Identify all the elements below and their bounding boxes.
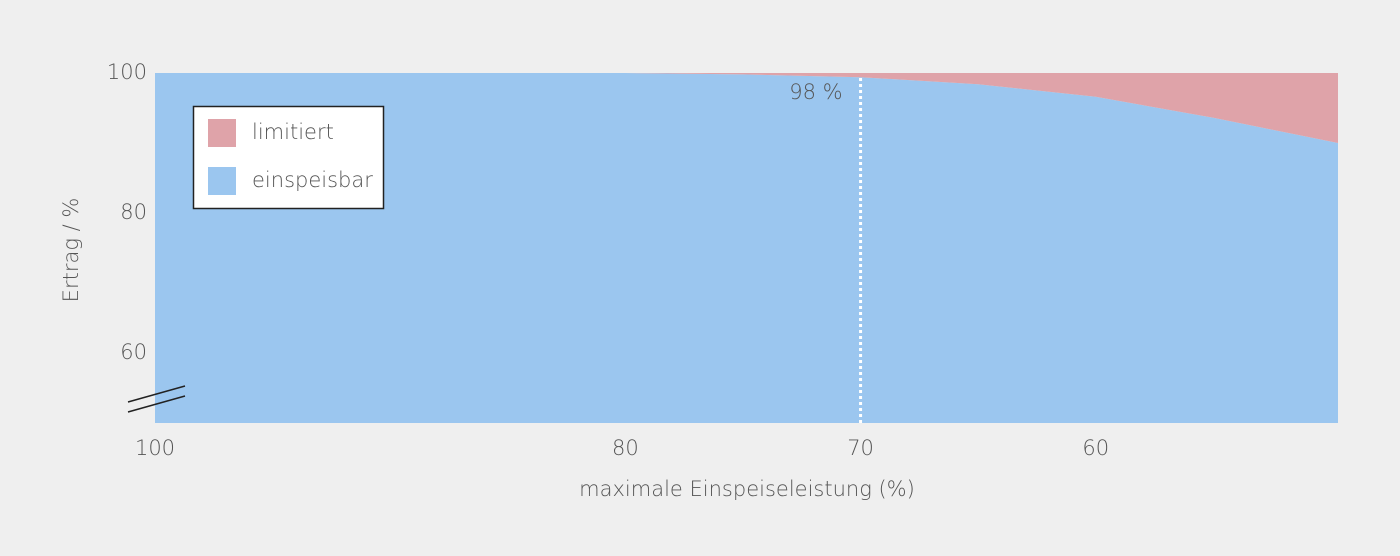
plot-area — [155, 73, 1338, 423]
y-axis-label: Ertrag / % — [59, 198, 83, 303]
x-tick-label: 80 — [612, 436, 639, 460]
legend-swatch — [208, 119, 236, 147]
y-tick-label: 60 — [120, 340, 147, 364]
x-axis-label: maximale Einspeiseleistung (%) — [579, 477, 915, 501]
legend-swatch — [208, 167, 236, 195]
x-tick-label: 70 — [847, 436, 874, 460]
y-tick-label: 80 — [120, 200, 147, 224]
axis-break — [127, 385, 186, 403]
annotation-label: 98 % — [789, 80, 842, 104]
legend-label: limitiert — [252, 120, 334, 144]
legend-label: einspeisbar — [252, 168, 373, 192]
area — [155, 73, 1338, 423]
x-tick-label: 60 — [1082, 436, 1109, 460]
area — [155, 73, 1338, 143]
x-tick-label: 100 — [135, 436, 175, 460]
axis-break — [127, 395, 186, 413]
y-tick-label: 100 — [107, 60, 147, 84]
